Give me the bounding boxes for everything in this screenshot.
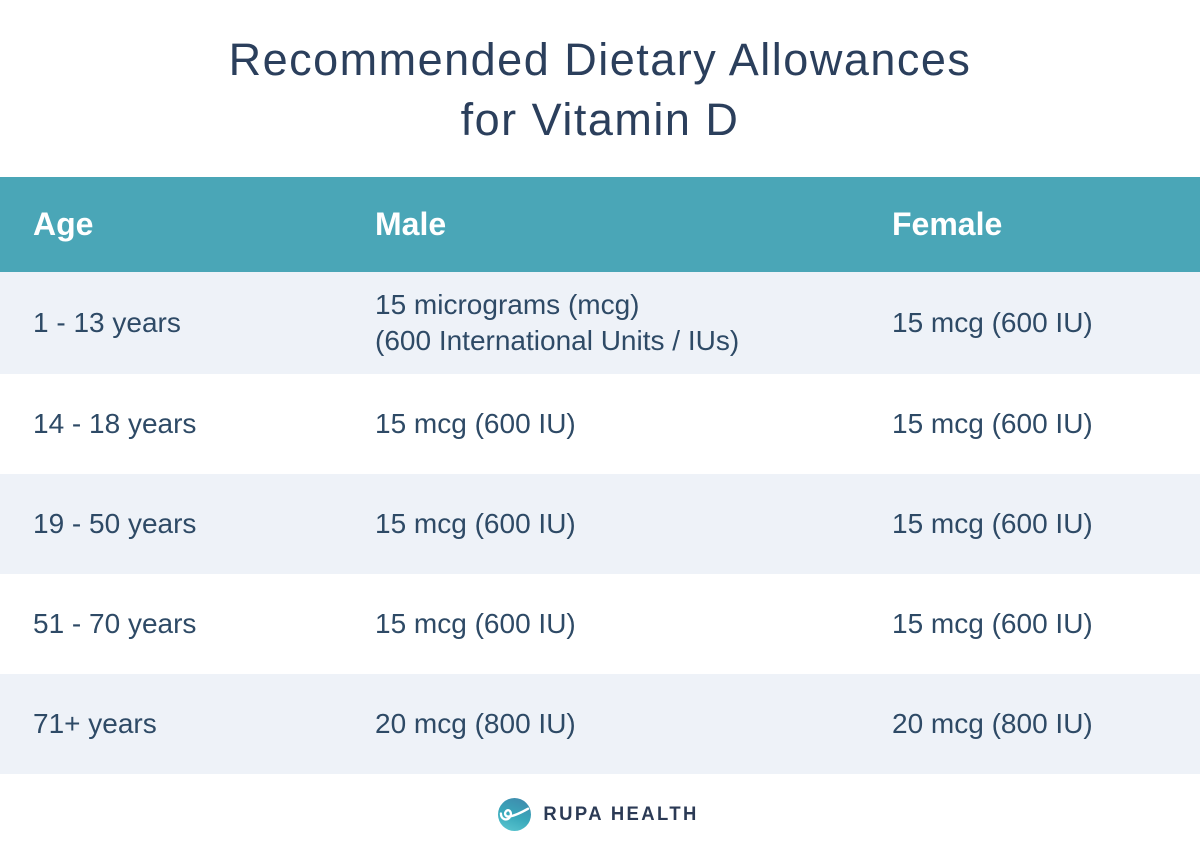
age-cell: 1 - 13 years: [33, 307, 181, 338]
page-title-line1: Recommended Dietary Allowances: [228, 34, 972, 85]
age-cell: 19 - 50 years: [33, 508, 197, 539]
column-header-female: Female: [892, 206, 1003, 242]
female-cell: 15 mcg (600 IU): [892, 608, 1093, 639]
page-title-line2: for Vitamin D: [460, 94, 740, 145]
table-row: 14 - 18 years 15 mcg (600 IU) 15 mcg (60…: [0, 374, 1200, 474]
table-row: 51 - 70 years 15 mcg (600 IU) 15 mcg (60…: [0, 574, 1200, 674]
female-cell: 15 mcg (600 IU): [892, 307, 1093, 338]
rupa-health-logo: RUPA HEALTH: [498, 798, 701, 831]
page-title: Recommended Dietary Allowances for Vitam…: [0, 30, 1200, 150]
table-row: 1 - 13 years 15 micrograms (mcg) (600 In…: [0, 272, 1200, 374]
table-header-row: Age Male Female: [0, 177, 1200, 272]
age-cell: 51 - 70 years: [33, 608, 197, 639]
female-cell: 15 mcg (600 IU): [892, 408, 1093, 439]
table-row: 19 - 50 years 15 mcg (600 IU) 15 mcg (60…: [0, 474, 1200, 574]
female-cell: 15 mcg (600 IU): [892, 508, 1093, 539]
brand-name: RUPA HEALTH: [543, 803, 700, 825]
male-cell: 15 mcg (600 IU): [375, 408, 576, 439]
wave-circle-icon: [498, 798, 532, 831]
table-row: 71+ years 20 mcg (800 IU) 20 mcg (800 IU…: [0, 674, 1200, 774]
rda-table: Age Male Female 1 - 13 years 15 microgra…: [0, 177, 1200, 774]
column-header-male: Male: [375, 206, 447, 242]
female-cell: 20 mcg (800 IU): [892, 708, 1093, 739]
footer: RUPA HEALTH: [0, 774, 1200, 855]
male-cell: 15 mcg (600 IU): [375, 508, 576, 539]
male-cell: 15 micrograms (mcg) (600 International U…: [375, 289, 740, 356]
title-block: Recommended Dietary Allowances for Vitam…: [0, 0, 1200, 177]
age-cell: 71+ years: [33, 708, 157, 739]
male-cell: 20 mcg (800 IU): [375, 708, 576, 739]
column-header-age: Age: [33, 206, 94, 242]
age-cell: 14 - 18 years: [33, 408, 197, 439]
male-cell: 15 mcg (600 IU): [375, 608, 576, 639]
